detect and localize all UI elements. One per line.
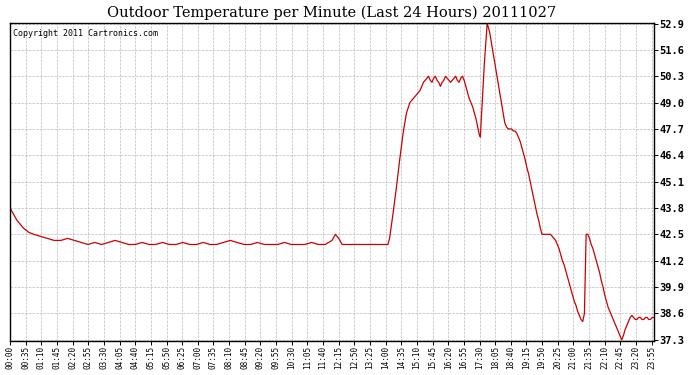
Text: Copyright 2011 Cartronics.com: Copyright 2011 Cartronics.com: [13, 29, 158, 38]
Title: Outdoor Temperature per Minute (Last 24 Hours) 20111027: Outdoor Temperature per Minute (Last 24 …: [108, 6, 557, 20]
